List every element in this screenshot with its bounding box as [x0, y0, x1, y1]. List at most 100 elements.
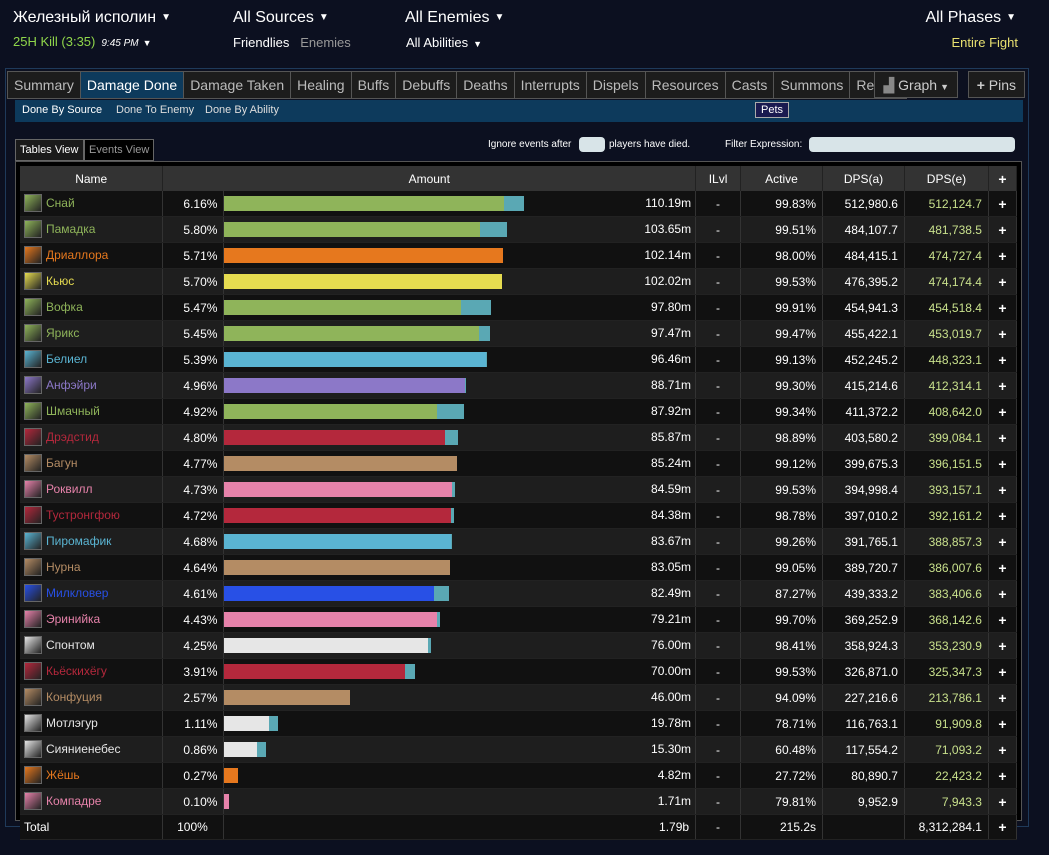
table-row[interactable]: Дриаллора 5.71% 102.14m - 98.00% 484,415… — [20, 242, 1018, 269]
player-name-cell[interactable]: Милкловер — [20, 580, 164, 607]
expand-row-button[interactable]: + — [988, 424, 1018, 451]
tab-4[interactable]: Healing — [291, 71, 352, 99]
table-row[interactable]: Сияниенебес 0.86% 15.30m - 60.48% 117,55… — [20, 736, 1018, 763]
expand-row-button[interactable]: + — [988, 476, 1018, 503]
expand-row-button[interactable]: + — [988, 762, 1018, 789]
col-dps-e[interactable]: DPS(e) — [904, 166, 989, 191]
table-row[interactable]: Памадка 5.80% 103.65m - 99.51% 484,107.7… — [20, 216, 1018, 243]
player-name-cell[interactable]: Тустронгфою — [20, 502, 164, 529]
expand-row-button[interactable]: + — [988, 346, 1018, 373]
phases-selector[interactable]: All Phases ▼ — [926, 9, 1017, 27]
expand-row-button[interactable]: + — [988, 502, 1018, 529]
table-row[interactable]: Мотлэгур 1.11% 19.78m - 78.71% 116,763.1… — [20, 710, 1018, 737]
abilities-selector[interactable]: All Abilities ▼ — [406, 35, 482, 50]
table-row[interactable]: Ярикс 5.45% 97.47m - 99.47% 455,422.1 45… — [20, 320, 1018, 347]
fight-range[interactable]: Entire Fight — [951, 35, 1018, 50]
table-row[interactable]: Эринийка 4.43% 79.21m - 99.70% 369,252.9… — [20, 606, 1018, 633]
tab-8[interactable]: Interrupts — [514, 71, 587, 99]
expand-row-button[interactable]: + — [988, 554, 1018, 581]
player-name-cell[interactable]: Роквилл — [20, 476, 164, 503]
expand-row-button[interactable]: + — [988, 398, 1018, 425]
enemies-selector[interactable]: All Enemies ▼ — [405, 9, 504, 27]
expand-row-button[interactable]: + — [988, 268, 1018, 295]
col-dps-a[interactable]: DPS(a) — [822, 166, 905, 191]
player-name-cell[interactable]: Кьюс — [20, 268, 164, 295]
player-name-cell[interactable]: Жёшь — [20, 762, 164, 789]
player-name-cell[interactable]: Эринийка — [20, 606, 164, 633]
tab-1[interactable]: Summary — [7, 71, 81, 99]
table-row[interactable]: Багун 4.77% 85.24m - 99.12% 399,675.3 39… — [20, 450, 1018, 477]
table-row[interactable]: Роквилл 4.73% 84.59m - 99.53% 394,998.4 … — [20, 476, 1018, 503]
done-to-enemy-link[interactable]: Done To Enemy — [116, 104, 195, 116]
table-row[interactable]: Дрэдстид 4.80% 85.87m - 98.89% 403,580.2… — [20, 424, 1018, 451]
tab-12[interactable]: Summons — [774, 71, 851, 99]
table-row[interactable]: Компадре 0.10% 1.71m - 79.81% 9,952.9 7,… — [20, 788, 1018, 815]
player-name-cell[interactable]: Спонтом — [20, 632, 164, 659]
tab-6[interactable]: Debuffs — [396, 71, 458, 99]
expand-row-button[interactable]: + — [988, 372, 1018, 399]
expand-row-button[interactable]: + — [988, 216, 1018, 243]
table-row[interactable]: Вофка 5.47% 97.80m - 99.91% 454,941.3 45… — [20, 294, 1018, 321]
player-name-cell[interactable]: Конфуция — [20, 684, 164, 711]
player-name-cell[interactable]: Кьёскихёгу — [20, 658, 164, 685]
table-row[interactable]: Милкловер 4.61% 82.49m - 87.27% 439,333.… — [20, 580, 1018, 607]
add-column-button[interactable]: + — [988, 166, 1018, 191]
expand-row-button[interactable]: + — [988, 606, 1018, 633]
done-by-ability-link[interactable]: Done By Ability — [205, 104, 279, 116]
table-row[interactable]: Шмачный 4.92% 87.92m - 99.34% 411,372.2 … — [20, 398, 1018, 425]
pets-toggle[interactable]: Pets — [755, 102, 790, 118]
player-name-cell[interactable]: Дрэдстид — [20, 424, 164, 451]
graph-button[interactable]: ▟ Graph ▼ — [874, 71, 958, 98]
player-name-cell[interactable]: Анфэйри — [20, 372, 164, 399]
tables-view-tab[interactable]: Tables View — [15, 139, 84, 161]
player-name-cell[interactable]: Ярикс — [20, 320, 164, 347]
table-row[interactable]: Кьёскихёгу 3.91% 70.00m - 99.53% 326,871… — [20, 658, 1018, 685]
col-name[interactable]: Name — [20, 166, 164, 191]
pins-button[interactable]: + Pins — [967, 71, 1025, 98]
sources-selector[interactable]: All Sources ▼ — [233, 9, 329, 27]
col-amount[interactable]: Amount — [162, 166, 697, 191]
done-by-source-link[interactable]: Done By Source — [22, 104, 103, 116]
tab-2[interactable]: Damage Done — [80, 71, 185, 99]
player-name-cell[interactable]: Пиромафик — [20, 528, 164, 555]
table-row[interactable]: Кьюс 5.70% 102.02m - 99.53% 476,395.2 47… — [20, 268, 1018, 295]
tab-10[interactable]: Resources — [645, 71, 726, 99]
expand-row-button[interactable]: + — [988, 580, 1018, 607]
expand-row-button[interactable]: + — [988, 788, 1018, 815]
expand-row-button[interactable]: + — [988, 294, 1018, 321]
enemies-toggle[interactable]: Enemies — [300, 35, 351, 50]
table-row[interactable]: Анфэйри 4.96% 88.71m - 99.30% 415,214.6 … — [20, 372, 1018, 399]
table-row[interactable]: Спонтом 4.25% 76.00m - 98.41% 358,924.3 … — [20, 632, 1018, 659]
expand-row-button[interactable]: + — [988, 632, 1018, 659]
player-name-cell[interactable]: Мотлэгур — [20, 710, 164, 737]
table-row[interactable]: Конфуция 2.57% 46.00m - 94.09% 227,216.6… — [20, 684, 1018, 711]
expand-row-button[interactable]: + — [988, 320, 1018, 347]
player-name-cell[interactable]: Памадка — [20, 216, 164, 243]
player-name-cell[interactable]: Шмачный — [20, 398, 164, 425]
player-name-cell[interactable]: Компадре — [20, 788, 164, 815]
table-row[interactable]: Жёшь 0.27% 4.82m - 27.72% 80,890.7 22,42… — [20, 762, 1018, 789]
player-name-cell[interactable]: Дриаллора — [20, 242, 164, 269]
total-expand-button[interactable]: + — [988, 814, 1018, 840]
player-name-cell[interactable]: Вофка — [20, 294, 164, 321]
table-row[interactable]: Пиромафик 4.68% 83.67m - 99.26% 391,765.… — [20, 528, 1018, 555]
tab-11[interactable]: Casts — [725, 71, 775, 99]
friendlies-toggle[interactable]: Friendlies — [233, 35, 290, 50]
col-ilvl[interactable]: ILvl — [695, 166, 742, 191]
events-view-tab[interactable]: Events View — [84, 139, 155, 161]
death-count-input[interactable] — [579, 137, 605, 152]
player-name-cell[interactable]: Багун — [20, 450, 164, 477]
col-active[interactable]: Active — [740, 166, 823, 191]
tab-7[interactable]: Deaths — [457, 71, 515, 99]
tab-3[interactable]: Damage Taken — [184, 71, 292, 99]
expand-row-button[interactable]: + — [988, 191, 1018, 217]
player-name-cell[interactable]: Снай — [20, 191, 164, 217]
expand-row-button[interactable]: + — [988, 658, 1018, 685]
expand-row-button[interactable]: + — [988, 684, 1018, 711]
filter-expression-input[interactable] — [809, 137, 1015, 152]
table-row[interactable]: Белиел 5.39% 96.46m - 99.13% 452,245.2 4… — [20, 346, 1018, 373]
player-name-cell[interactable]: Сияниенебес — [20, 736, 164, 763]
tab-9[interactable]: Dispels — [586, 71, 646, 99]
kill-selector[interactable]: 25H Kill (3:35) 9:45 PM ▼ — [13, 34, 152, 49]
expand-row-button[interactable]: + — [988, 242, 1018, 269]
